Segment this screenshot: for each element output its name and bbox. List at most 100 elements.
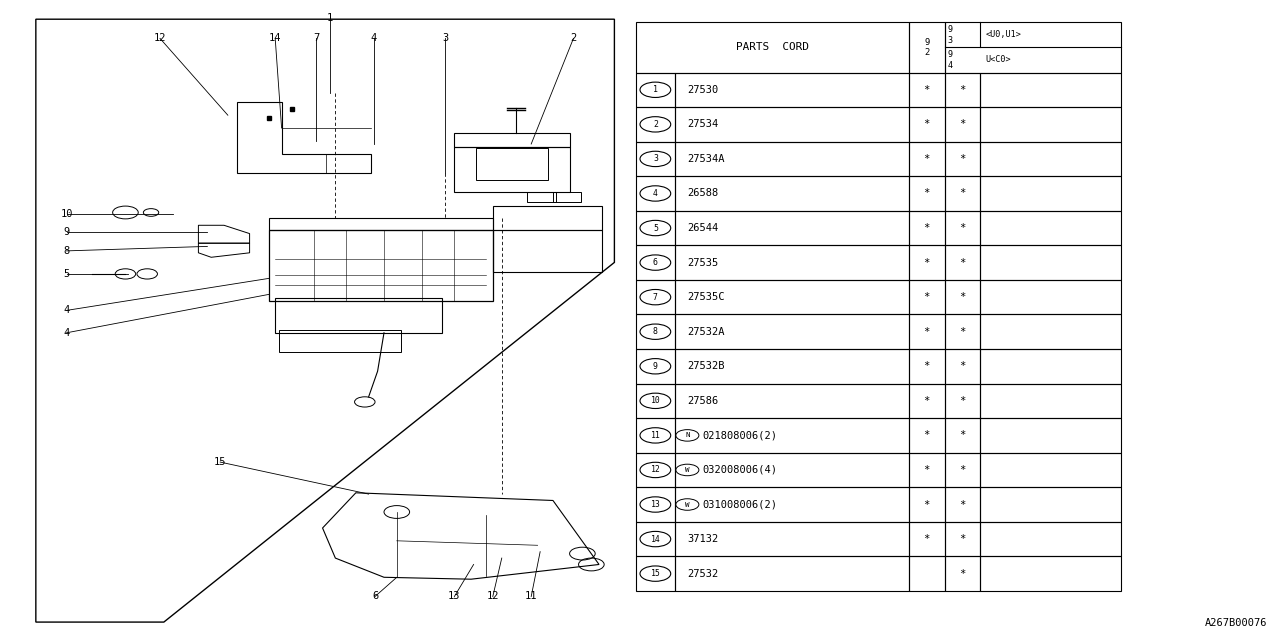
Bar xyxy=(945,383,980,418)
Text: 4: 4 xyxy=(653,189,658,198)
Bar xyxy=(945,349,980,383)
Text: PARTS  CORD: PARTS CORD xyxy=(736,42,809,52)
Text: 27586: 27586 xyxy=(687,396,718,406)
Bar xyxy=(636,314,675,349)
Text: N: N xyxy=(685,433,690,438)
Text: 10: 10 xyxy=(650,396,660,405)
Text: 8: 8 xyxy=(64,246,69,256)
Text: *: * xyxy=(960,154,965,164)
Text: *: * xyxy=(924,154,929,164)
Text: 1: 1 xyxy=(328,13,333,23)
Bar xyxy=(980,245,1121,280)
Bar xyxy=(636,349,675,383)
Text: 4: 4 xyxy=(64,328,69,338)
Text: *: * xyxy=(960,534,965,544)
Bar xyxy=(675,211,909,245)
Text: 15: 15 xyxy=(650,569,660,578)
Text: <U0,U1>: <U0,U1> xyxy=(986,31,1021,40)
Text: 13: 13 xyxy=(448,591,461,602)
Bar xyxy=(636,383,675,418)
Text: *: * xyxy=(924,119,929,129)
Bar xyxy=(909,107,945,141)
Bar xyxy=(675,487,909,522)
Text: 27535: 27535 xyxy=(687,257,718,268)
Bar xyxy=(636,107,675,141)
Bar xyxy=(945,487,980,522)
Text: 9
4: 9 4 xyxy=(947,51,952,70)
Bar xyxy=(980,383,1121,418)
Bar xyxy=(636,72,675,107)
Text: 4: 4 xyxy=(371,33,376,44)
Text: 6: 6 xyxy=(653,258,658,267)
Text: 14: 14 xyxy=(269,33,282,44)
Bar xyxy=(909,452,945,487)
Text: 9: 9 xyxy=(64,227,69,237)
Bar xyxy=(909,141,945,176)
Text: *: * xyxy=(960,119,965,129)
Text: 26544: 26544 xyxy=(687,223,718,233)
Text: 7: 7 xyxy=(653,292,658,301)
Bar xyxy=(279,330,401,352)
Text: 6: 6 xyxy=(372,591,378,602)
Bar xyxy=(909,418,945,452)
Text: 3: 3 xyxy=(443,33,448,44)
Text: *: * xyxy=(960,430,965,440)
Bar xyxy=(636,452,675,487)
Bar xyxy=(675,452,909,487)
Bar xyxy=(675,72,909,107)
Bar xyxy=(909,22,945,72)
Bar xyxy=(945,22,1121,72)
Text: *: * xyxy=(924,188,929,198)
Text: *: * xyxy=(924,396,929,406)
Bar xyxy=(945,452,980,487)
Text: 032008006(4): 032008006(4) xyxy=(703,465,778,475)
Text: 7: 7 xyxy=(314,33,319,44)
Text: 27534: 27534 xyxy=(687,119,718,129)
Bar xyxy=(980,349,1121,383)
Bar xyxy=(945,107,980,141)
Text: 27535C: 27535C xyxy=(687,292,724,302)
Bar xyxy=(476,148,548,180)
Bar xyxy=(945,176,980,211)
Bar xyxy=(454,133,570,147)
Bar xyxy=(675,522,909,556)
Bar xyxy=(909,522,945,556)
Bar xyxy=(909,72,945,107)
Text: 27534A: 27534A xyxy=(687,154,724,164)
Bar xyxy=(675,176,909,211)
Text: 27532B: 27532B xyxy=(687,361,724,371)
Text: 4: 4 xyxy=(64,305,69,316)
Text: *: * xyxy=(924,223,929,233)
Bar xyxy=(269,218,493,230)
Bar xyxy=(636,141,675,176)
Text: *: * xyxy=(960,188,965,198)
Bar xyxy=(675,107,909,141)
Bar xyxy=(493,230,602,272)
Text: 12: 12 xyxy=(154,33,166,44)
Text: 021808006(2): 021808006(2) xyxy=(703,430,778,440)
Bar xyxy=(909,349,945,383)
Text: 9
2: 9 2 xyxy=(924,38,929,57)
Bar xyxy=(527,192,556,202)
Text: *: * xyxy=(960,396,965,406)
Bar xyxy=(636,556,675,591)
Text: *: * xyxy=(924,430,929,440)
Bar xyxy=(636,418,675,452)
Bar xyxy=(980,280,1121,314)
Bar xyxy=(945,141,980,176)
Bar xyxy=(553,192,581,202)
Text: *: * xyxy=(924,257,929,268)
Text: W: W xyxy=(685,467,690,473)
Text: 2: 2 xyxy=(571,33,576,44)
Text: 15: 15 xyxy=(214,457,227,467)
Text: *: * xyxy=(924,465,929,475)
Bar xyxy=(909,211,945,245)
Text: *: * xyxy=(960,568,965,579)
Bar xyxy=(675,141,909,176)
Bar xyxy=(980,176,1121,211)
Bar xyxy=(980,211,1121,245)
Bar xyxy=(275,298,442,333)
Bar xyxy=(980,522,1121,556)
Bar xyxy=(675,418,909,452)
Text: 10: 10 xyxy=(60,209,73,220)
